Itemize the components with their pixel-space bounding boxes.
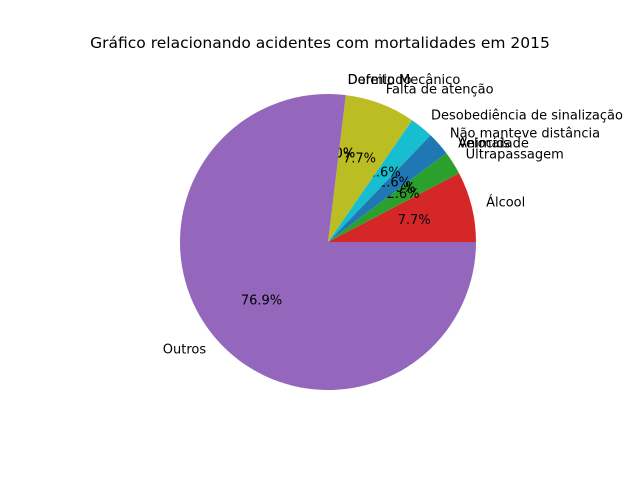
pie-slice-desobediencia-de-sinalizacao: [328, 120, 431, 242]
pie-slice-outros: [179, 94, 476, 390]
slice-percent-falta-de-atencao: 7.7%: [343, 151, 376, 166]
slice-label-desobediencia-de-sinalizacao: Desobediência de sinalização: [431, 108, 623, 123]
slice-label-dormindo: Dormindo: [348, 73, 412, 88]
slice-percent-outros: 76.9%: [241, 293, 282, 308]
slice-percent-alcool: 7.7%: [398, 213, 431, 228]
pie-slice-nao-manteve-distancia: [328, 135, 447, 242]
slice-label-defeito-mecanico: Defeito Mecânico: [348, 73, 461, 88]
slice-label-velocidade: Velocidade: [458, 137, 529, 152]
slice-label-animais: Animais: [458, 137, 510, 152]
slice-label-ultrapassagem: Ultrapassagem: [466, 147, 564, 162]
chart-title: Gráfico relacionando acidentes com morta…: [90, 34, 550, 52]
slice-label-outros: Outros: [163, 342, 207, 357]
pie-slice-alcool: [328, 173, 476, 242]
pie-slice-ultrapassagem: [328, 153, 460, 242]
pie-slice-falta-de-atencao: [328, 95, 413, 242]
slice-label-falta-de-atencao: Falta de atenção: [386, 82, 494, 97]
slice-label-nao-manteve-distancia: Não manteve distância: [450, 127, 600, 142]
slice-label-alcool: Álcool: [486, 195, 525, 211]
